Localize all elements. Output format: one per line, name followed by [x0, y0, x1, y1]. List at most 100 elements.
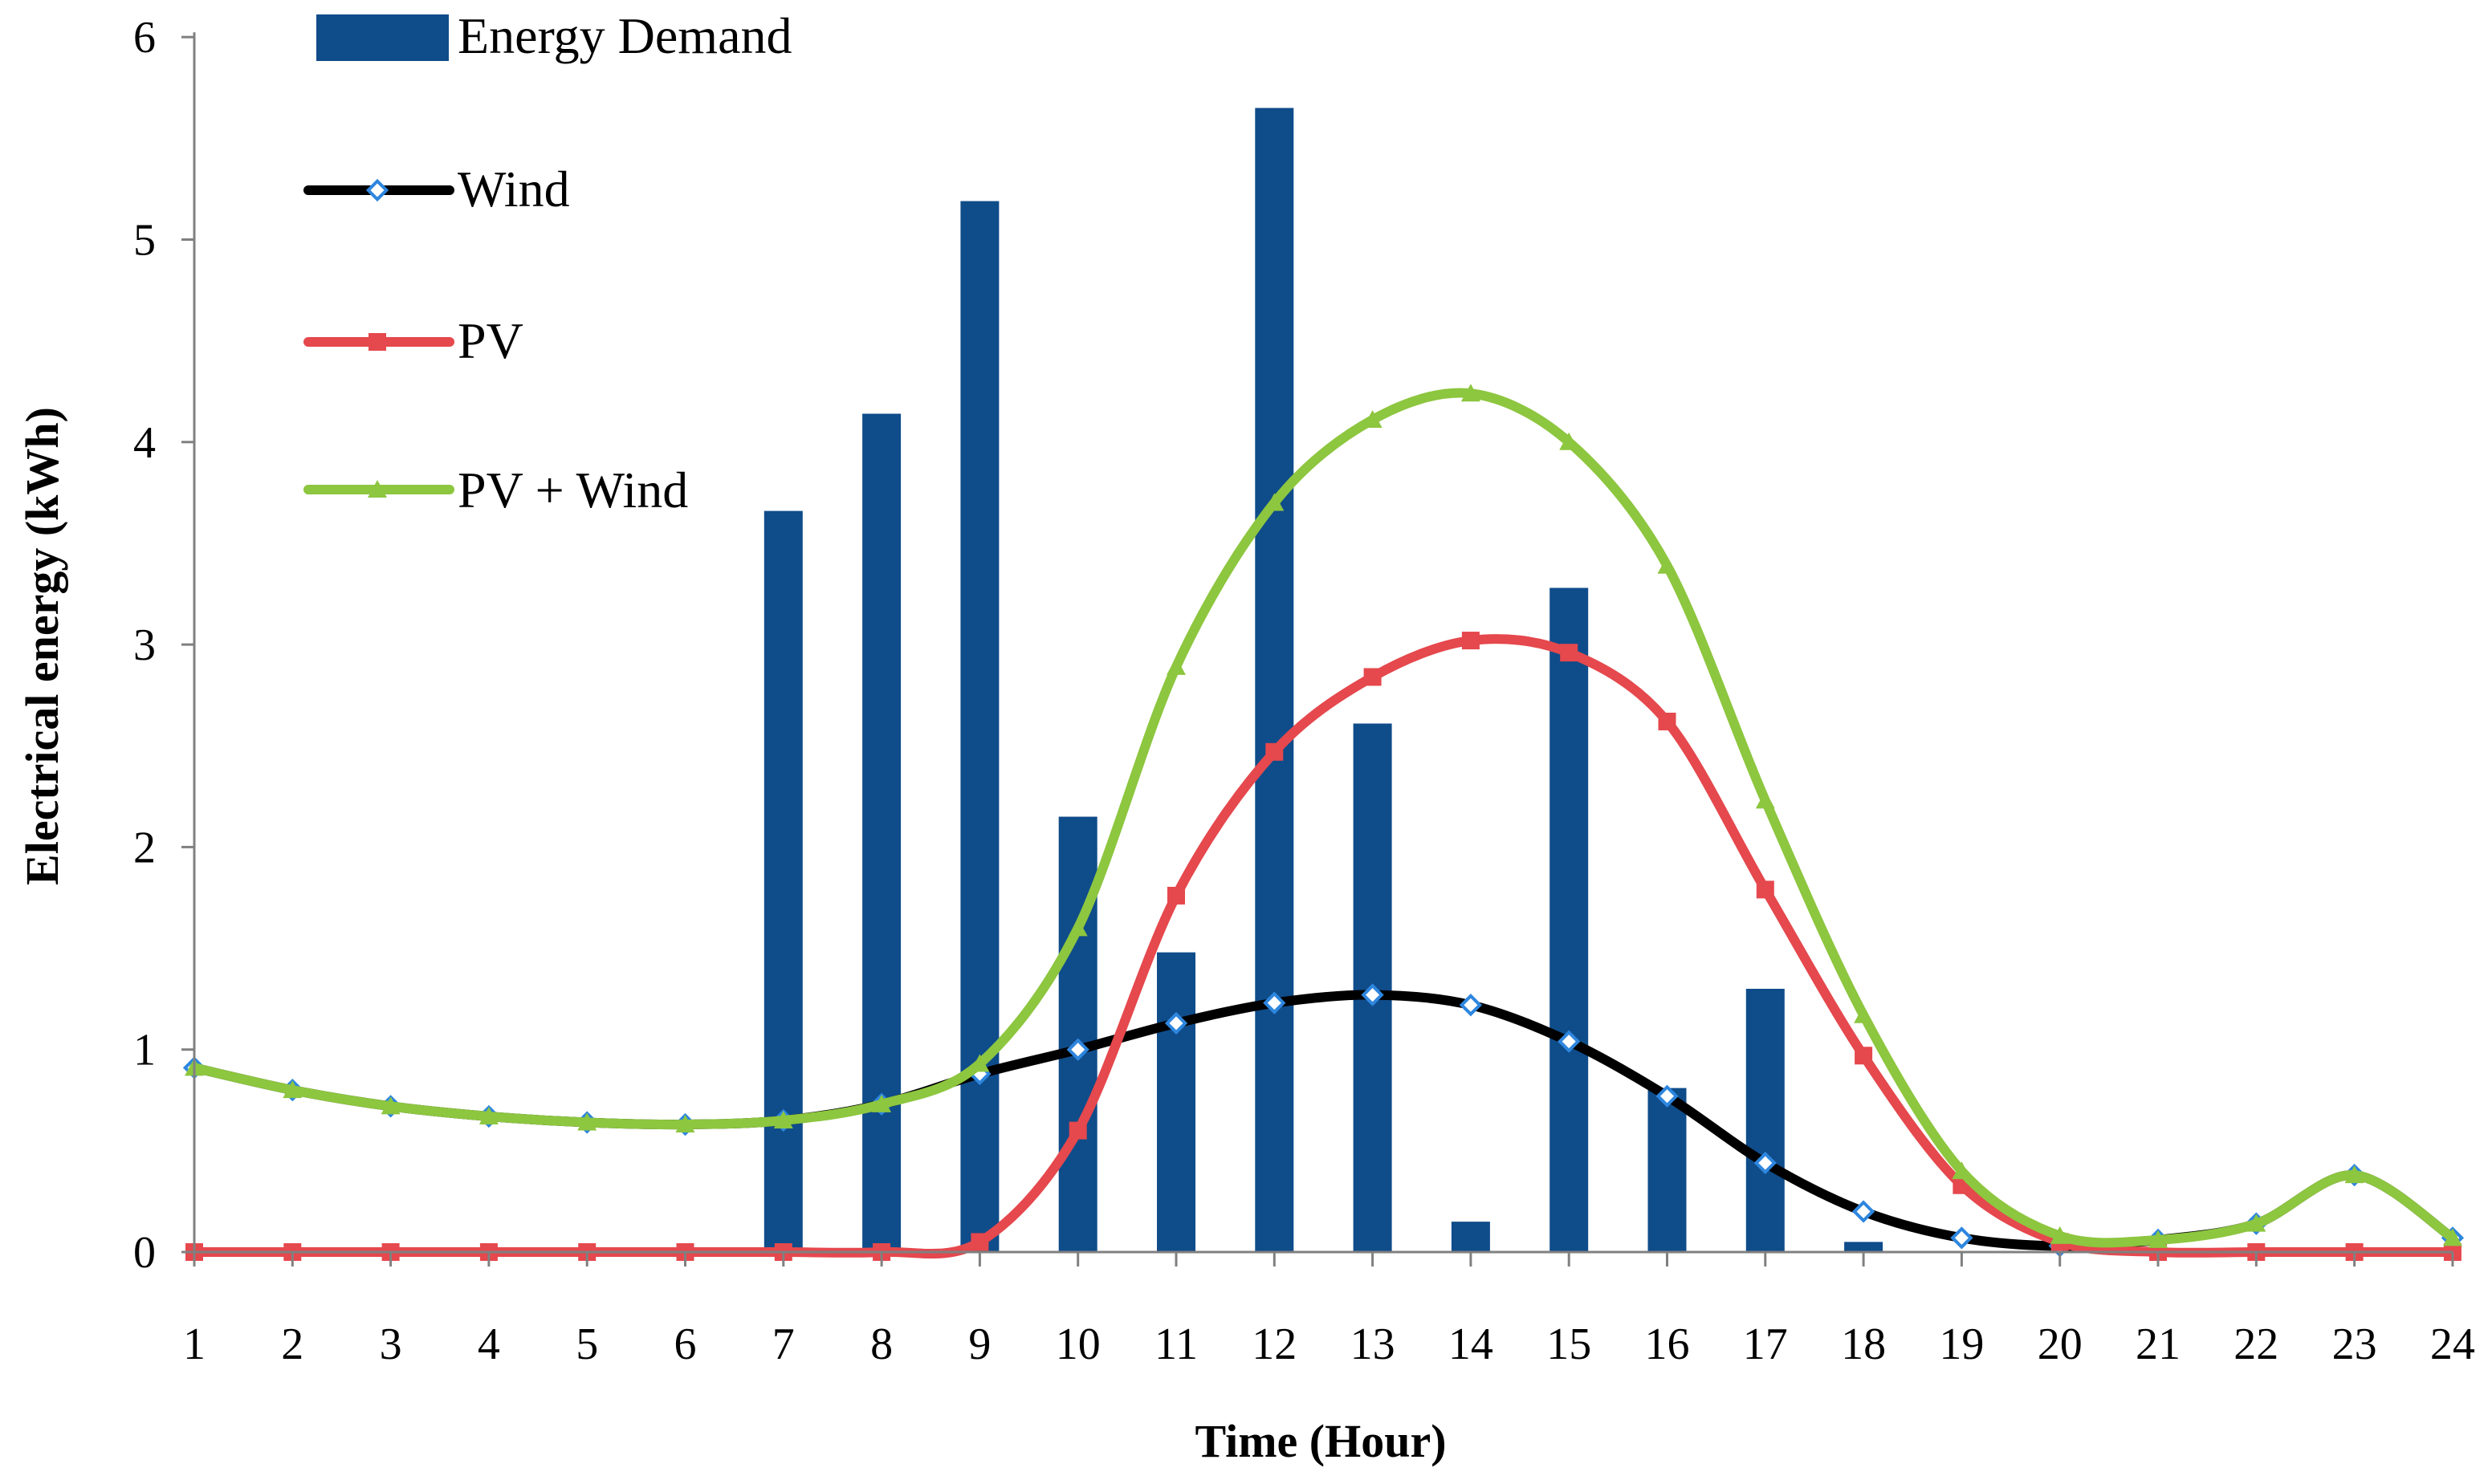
point-pv-wind	[2344, 1165, 2364, 1184]
axes	[181, 32, 2454, 1266]
bar-energy-demand	[764, 510, 803, 1252]
x-tick-label: 17	[1743, 1319, 1788, 1369]
y-tick-label: 0	[133, 1228, 156, 1278]
x-tick-label: 18	[1841, 1319, 1886, 1369]
bar-energy-demand	[1647, 1088, 1687, 1252]
bar-energy-demand	[1451, 1222, 1490, 1252]
bar-energy-demand	[1844, 1242, 1883, 1252]
point-pv-wind	[1362, 410, 1382, 429]
point-pv-wind	[1854, 1005, 1874, 1023]
point-pv-wind	[1755, 791, 1775, 809]
point-pv-wind	[381, 1096, 401, 1115]
line-series	[182, 384, 2465, 1261]
x-tick-label: 7	[772, 1319, 795, 1369]
bar-energy-demand	[862, 413, 902, 1252]
legend: Energy Demand Wind PV PV + Wind	[303, 7, 792, 518]
point-pv-wind	[2442, 1228, 2462, 1246]
point-wind	[1263, 991, 1286, 1014]
point-pv	[1560, 644, 1578, 662]
point-pv	[1069, 1121, 1087, 1140]
point-pv-wind	[675, 1115, 695, 1133]
x-tick-label: 9	[968, 1319, 991, 1369]
bar-energy-demand	[1549, 588, 1589, 1252]
point-pv-wind	[1952, 1161, 1972, 1180]
bar-energy-demand	[1255, 108, 1294, 1252]
legend-marker-pv-wind	[368, 480, 387, 498]
y-tick-label: 4	[133, 418, 156, 468]
x-tick-label: 11	[1154, 1319, 1198, 1369]
point-pv-wind	[2148, 1230, 2168, 1248]
legend-marker-pv	[369, 333, 386, 351]
x-tick-labels: 1 2 3 4 5 6 7 8 9 10 11 12 13 14 15 16 17 18 19 20 21 22 23 24	[183, 1319, 2475, 1369]
point-wind	[1164, 1011, 1188, 1035]
bar-energy-demand	[960, 201, 1000, 1253]
point-pv	[1363, 668, 1382, 686]
point-pv-wind	[1264, 493, 1285, 511]
legend-label-pv: PV	[458, 312, 523, 369]
point-wind	[1361, 983, 1384, 1006]
point-wind	[1459, 994, 1483, 1017]
point-pv-wind	[2246, 1214, 2266, 1232]
point-pv	[971, 1233, 989, 1251]
point-wind	[1655, 1084, 1679, 1108]
point-wind	[1851, 1200, 1875, 1223]
series-pv	[185, 632, 2462, 1261]
x-tick-label: 8	[870, 1319, 893, 1369]
point-pv-wind	[283, 1080, 303, 1099]
x-tick-label: 15	[1546, 1319, 1591, 1369]
x-tick-label: 22	[2234, 1319, 2278, 1369]
legend-swatch-energy-demand	[316, 14, 449, 61]
series-pv-wind	[185, 384, 2462, 1248]
point-pv-wind	[872, 1094, 892, 1112]
point-pv	[1658, 712, 1676, 730]
legend-label-energy-demand: Energy Demand	[458, 7, 792, 64]
point-pv	[1756, 880, 1774, 899]
y-axis-title: Electrical energy (kWh)	[16, 407, 68, 885]
point-pv-wind	[970, 1054, 990, 1072]
point-wind	[1753, 1151, 1777, 1175]
point-pv-wind	[1559, 432, 1579, 450]
point-pv-wind	[1460, 384, 1480, 402]
x-axis-title: Time (Hour)	[1195, 1415, 1446, 1467]
x-tick-label: 3	[380, 1319, 402, 1369]
x-tick-label: 20	[2038, 1319, 2083, 1369]
y-tick-label: 2	[133, 823, 156, 872]
y-tick-label: 6	[133, 13, 156, 63]
legend-label-pv-wind: PV + Wind	[458, 461, 688, 518]
point-wind	[1066, 1038, 1089, 1061]
point-pv	[1461, 632, 1480, 650]
x-tick-label: 21	[2136, 1319, 2181, 1369]
point-pv-wind	[1167, 657, 1186, 675]
x-tick-label: 5	[576, 1319, 598, 1369]
point-pv-wind	[2050, 1226, 2070, 1244]
y-tick-labels: 0 1 2 3 4 5 6	[133, 13, 156, 1278]
x-tick-label: 2	[281, 1319, 303, 1369]
x-tick-label: 23	[2332, 1319, 2377, 1369]
point-pv	[1167, 886, 1185, 905]
x-tick-label: 13	[1350, 1319, 1395, 1369]
y-tick-label: 5	[133, 216, 156, 266]
bar-energy-demand	[1745, 989, 1785, 1252]
x-tick-label: 1	[183, 1319, 206, 1369]
point-wind	[1558, 1030, 1581, 1053]
bar-energy-demand	[1058, 816, 1097, 1252]
bar-energy-demand	[1157, 952, 1195, 1252]
x-tick-label: 19	[1939, 1319, 1984, 1369]
legend-label-wind: Wind	[458, 161, 570, 218]
point-pv-wind	[478, 1106, 499, 1124]
x-tick-label: 24	[2430, 1319, 2475, 1369]
point-pv-wind	[1068, 918, 1088, 937]
line-pv	[189, 634, 2458, 1259]
point-pv	[1265, 742, 1284, 761]
point-pv	[1855, 1047, 1873, 1065]
y-tick-label: 1	[133, 1026, 156, 1075]
x-tick-label: 10	[1056, 1319, 1101, 1369]
point-pv-wind	[577, 1112, 597, 1131]
x-tick-label: 6	[674, 1319, 697, 1369]
line-pv-wind	[189, 388, 2458, 1248]
point-wind	[1950, 1226, 1973, 1250]
x-tick-label: 4	[478, 1319, 500, 1369]
x-tick-label: 14	[1448, 1319, 1493, 1369]
point-pv-wind	[1657, 555, 1677, 574]
